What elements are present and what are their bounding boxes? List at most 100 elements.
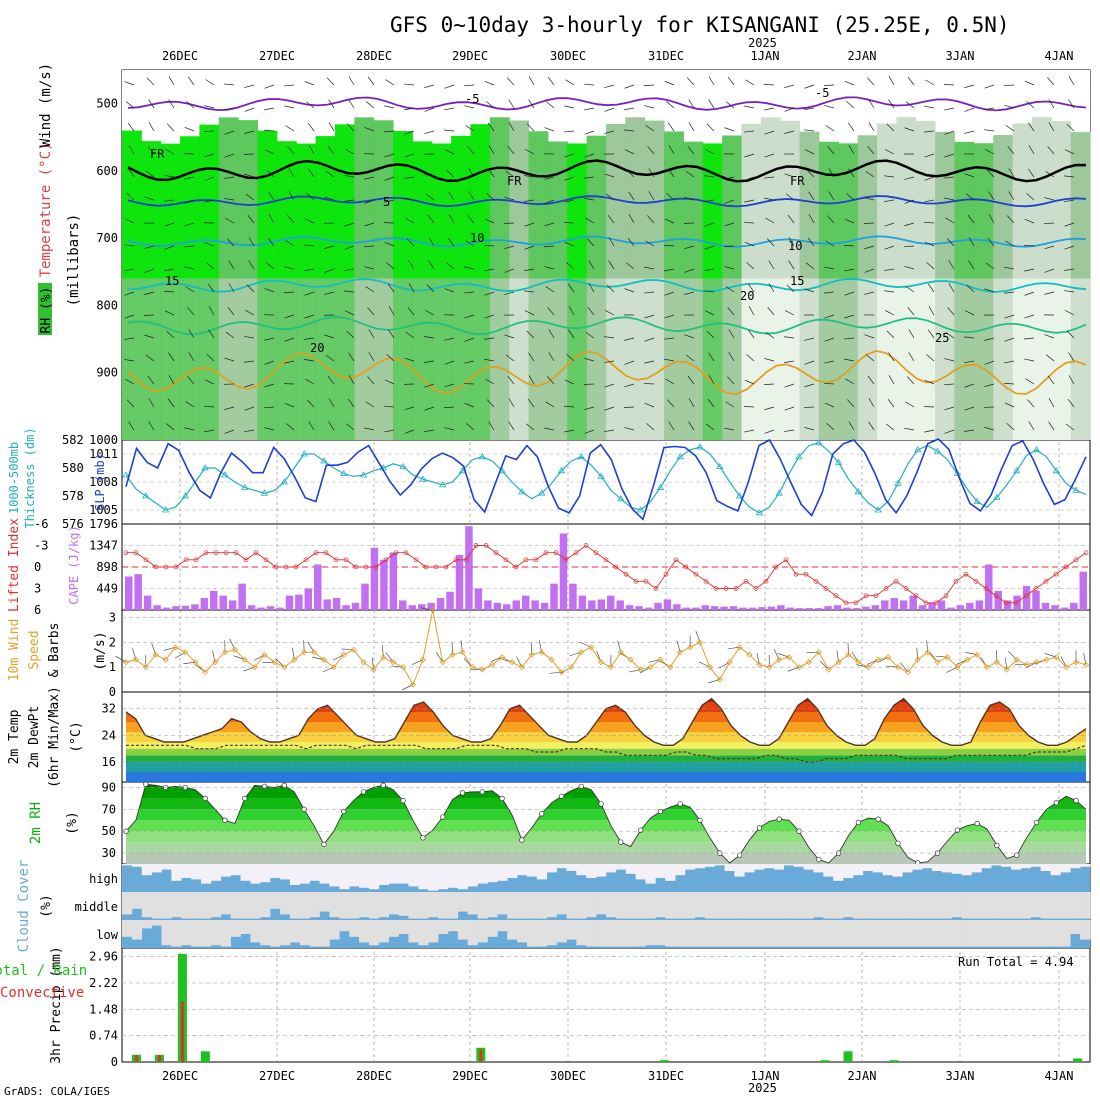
upper-ylabel-mb: (millibars) [66,214,82,307]
temp-band [122,762,1090,772]
upper-ytick: 900 [96,366,118,380]
cloud-cell-high [942,864,952,872]
rh-band [238,120,258,278]
cape-bar [503,604,510,610]
rh-band [199,279,219,440]
cloud-cell-middle [784,892,794,919]
cloud-cell-middle [695,892,705,917]
rh2m-point [638,828,643,833]
cloud-cell-high [804,864,814,870]
cloud-cell-high [329,864,339,886]
cloud-cell-low [379,920,389,942]
cloud-cell-low [873,920,883,947]
cloud-cell-low [922,920,932,947]
precip-total-bar [821,1060,830,1062]
rh-ytick: 50 [102,824,116,838]
cape-bar [919,605,926,610]
cloud-cell-low [418,920,428,945]
cloud-cell-middle [616,892,626,919]
cloud-cell-middle [458,892,468,912]
cape-bar [342,605,349,610]
cloud-cell-middle [991,892,1001,919]
contour-label: 15 [165,274,179,288]
cloud-cell-low [981,920,991,947]
cloud-cell-middle [794,892,804,919]
slp-ylabel-thk: Thickness (dm) [23,427,37,528]
cape-bar [796,608,803,610]
rh2m-point [876,817,881,822]
rh-band [548,141,568,278]
cloud-cell-middle [320,892,330,912]
cloud-cell-low [636,920,646,947]
cloud-cell-high [1080,864,1090,867]
cloud-cell-high [201,864,211,884]
cloud-cell-middle [1021,892,1031,919]
cloud-cell-middle [734,892,744,919]
cloud-cell-low [260,920,270,945]
cloud-cell-middle [557,892,567,914]
cloud-cell-low [399,920,409,934]
cape-bar [418,604,425,610]
rh-band [1051,279,1071,440]
cape-bar [465,526,472,610]
contour-label: 10 [788,239,802,253]
cape-bar [815,608,822,610]
cloud-cell-low [517,920,527,942]
cloud-cell-high [310,864,320,881]
cape-bar [522,596,529,610]
cloud-cell-middle [418,892,428,919]
rh-band [993,135,1013,279]
cape-bar [380,560,387,610]
upper-ylabel-wind: Wind (m/s) [38,63,54,147]
cloud-cell-middle [981,892,991,919]
rh-band [122,131,142,279]
cloud-cell-low [843,920,853,947]
temp-band [122,772,1090,782]
cloud-cell-middle [399,892,409,916]
rh-band [354,117,374,278]
upper-ytick: 1000 [89,433,118,447]
cape-bar [494,603,501,610]
rh-band [625,117,645,278]
cloud-cell-low [458,920,468,940]
cape-bar [768,607,775,610]
cloud-cell-low [142,920,152,928]
cloud-cell-high [260,864,270,882]
cloud-cell-low [122,920,132,937]
cloud-cell-middle [636,892,646,919]
cape-bar [229,600,236,610]
rh2m-point [896,841,901,846]
cloud-cell-middle [497,892,507,914]
cloud-cell-low [991,920,1001,947]
cape-bar [673,604,680,610]
cloud-cell-middle [715,892,725,919]
cloud-cell-low [497,920,507,931]
cloud-cell-middle [142,892,152,917]
precip-conv-bar [181,1001,184,1062]
cape-bar [683,608,690,610]
rh2m-ylabel: 2m RH [28,802,44,844]
rh-band [161,279,181,440]
rh-band [993,279,1013,440]
rh2m-point [579,784,584,789]
cloud-cell-middle [241,892,251,919]
rh-band [683,142,703,279]
contour-label: 15 [790,274,804,288]
date-label-top: 30DEC [550,49,586,63]
cloud-cell-low [813,920,823,947]
cape-bar [1061,608,1068,610]
cloud-cell-low [1070,920,1080,934]
temp-band [122,692,1090,702]
rh2m-point [203,796,208,801]
cape-bar [446,592,453,610]
precip-total-bar [844,1051,853,1062]
cape-bar [805,608,812,610]
cloud-cell-high [962,864,972,875]
cloud-cell-middle [606,892,616,917]
rh-band [393,131,413,279]
cloud-cell-middle [1080,892,1090,919]
cloud-cell-middle [922,892,932,919]
cloud-cell-middle [408,892,418,919]
precip-ytick: 0 [111,1055,118,1069]
cape-bar [720,607,727,610]
